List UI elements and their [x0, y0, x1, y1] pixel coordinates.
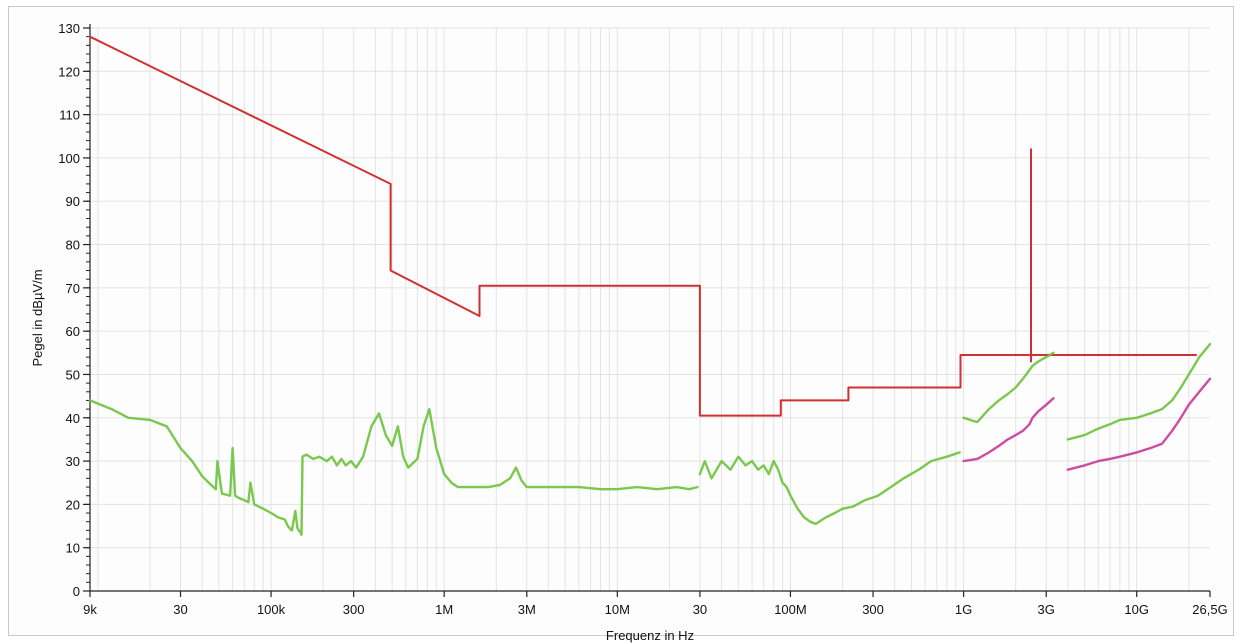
x-tick-label: 3M: [518, 602, 536, 617]
y-tick-label: 60: [66, 324, 80, 339]
series-line-magenta: [962, 397, 1055, 463]
y-tick-label: 0: [73, 584, 80, 599]
series-line-limit: [89, 35, 1197, 417]
labels-layer: 0 10 20 30 40 50 60 70 80 90 100 110 120 130 9k 30 100k 3…: [58, 21, 1227, 617]
chart-frame: [8, 6, 1234, 636]
x-axis-title: Frequenz in Hz: [606, 628, 694, 643]
y-tick-label: 120: [58, 64, 80, 79]
x-tick-label: 100M: [774, 602, 807, 617]
series-layer: [88, 35, 1212, 536]
x-tick-label: 26,5G: [1192, 602, 1227, 617]
series-line-magenta: [1066, 377, 1212, 471]
series-line-green: [88, 399, 699, 536]
series-line-green: [1066, 342, 1212, 441]
x-tick-label: 30: [693, 602, 707, 617]
axes-layer: [83, 24, 1211, 597]
y-axis-title: Pegel in dBµV/m: [30, 269, 45, 366]
x-tick-label: 9k: [83, 602, 97, 617]
x-tick-label: 10M: [605, 602, 630, 617]
x-tick-label: 1G: [955, 602, 972, 617]
x-tick-label: 300: [343, 602, 365, 617]
x-tick-label: 100k: [257, 602, 286, 617]
series-line-green: [698, 451, 961, 526]
x-tick-label: 3G: [1038, 602, 1055, 617]
y-tick-label: 80: [66, 238, 80, 253]
x-tick-label: 300: [862, 602, 884, 617]
y-tick-label: 110: [59, 108, 80, 123]
x-tick-label: 30: [173, 602, 187, 617]
x-tick-label: 1M: [435, 602, 453, 617]
y-tick-label: 10: [66, 541, 80, 556]
y-tick-label: 130: [58, 21, 80, 36]
y-tick-label: 90: [66, 194, 80, 209]
y-tick-label: 20: [66, 497, 80, 512]
y-tick-label: 70: [66, 281, 80, 296]
y-tick-label: 50: [66, 367, 80, 382]
y-tick-label: 40: [66, 411, 80, 426]
series-line-green: [962, 351, 1055, 424]
y-tick-label: 100: [58, 151, 80, 166]
y-tick-label: 30: [66, 454, 80, 469]
x-tick-label: 10G: [1124, 602, 1149, 617]
